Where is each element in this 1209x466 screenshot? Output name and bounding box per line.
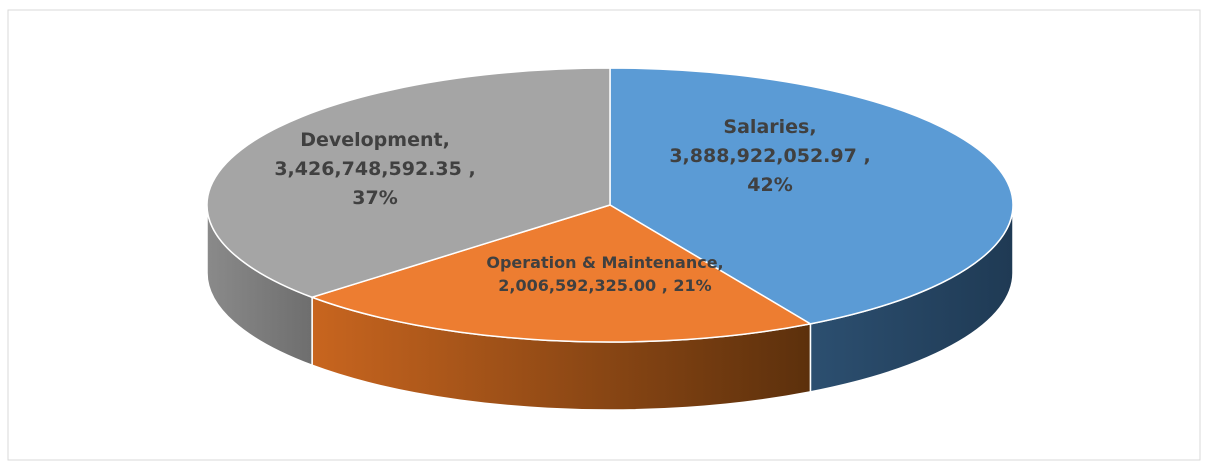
data-label-line: 42%: [747, 174, 792, 196]
pie-slice: [609, 67, 1014, 325]
data-label-line: 3,426,748,592.35 ,: [274, 158, 475, 180]
pie-slice: [206, 67, 611, 299]
data-label-line: Salaries,: [723, 116, 816, 138]
data-label-line: Development,: [300, 129, 450, 151]
data-label-line: 3,888,922,052.97 ,: [669, 145, 870, 167]
data-label: Salaries, 3,888,922,052.97 , 42%: [669, 116, 870, 196]
pie-slice: [309, 204, 813, 343]
data-label: Development, 3,426,748,592.35 , 37%: [274, 129, 475, 209]
data-label-line: 2,006,592,325.00 , 21%: [498, 276, 711, 295]
data-labels: Salaries, 3,888,922,052.97 , 42% Operation …: [274, 116, 870, 295]
data-label: Operation & Maintenance, 2,006,592,325.00…: [486, 253, 723, 295]
data-label-line: Operation & Maintenance,: [486, 253, 723, 272]
data-label-line: 37%: [352, 187, 397, 209]
pie-tops: [206, 67, 1014, 343]
